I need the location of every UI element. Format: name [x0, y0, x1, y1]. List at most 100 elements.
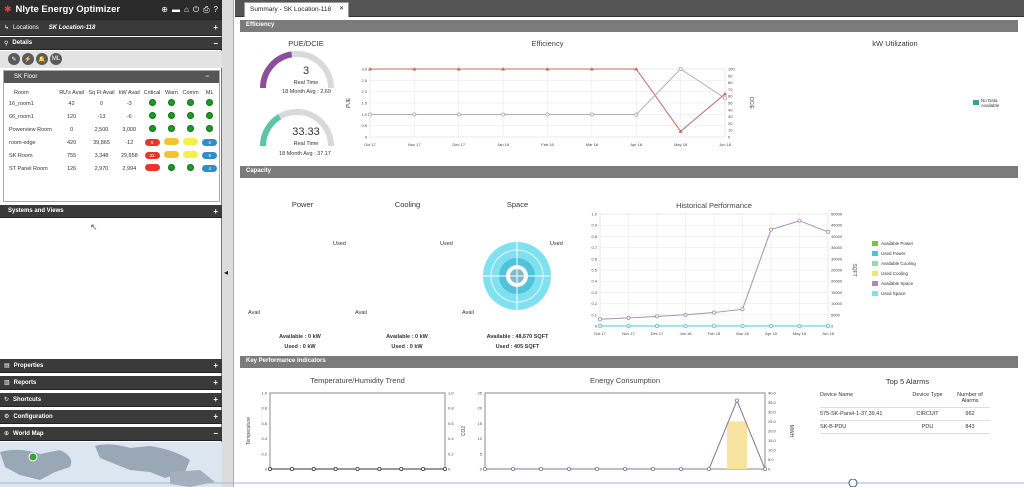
data-point[interactable] [589, 112, 594, 117]
world-map[interactable] [0, 442, 222, 487]
data-point[interactable] [678, 129, 683, 133]
data-point[interactable] [368, 67, 372, 71]
shortcuts-header[interactable]: ↻ Shortcuts + [0, 393, 222, 407]
data-point[interactable] [825, 323, 830, 328]
col-header[interactable]: Room [14, 90, 29, 96]
data-point[interactable] [740, 307, 745, 312]
data-point[interactable] [597, 317, 602, 322]
comm-status-icon[interactable] [187, 125, 195, 132]
systems-views-header[interactable]: Systems and Views + [0, 205, 222, 218]
data-point[interactable] [412, 67, 417, 71]
table-row[interactable]: Powerview Room 0 2,500 3,000 [4, 123, 219, 136]
data-point[interactable] [683, 312, 688, 317]
data-point[interactable] [482, 467, 487, 472]
expand-icon[interactable]: + [213, 23, 218, 32]
kpi-section-header[interactable]: Key Performance Indicators [240, 356, 1018, 368]
data-point[interactable] [762, 467, 767, 472]
data-point[interactable] [768, 323, 773, 328]
legend-item[interactable]: Used Space [872, 288, 916, 298]
expand-icon[interactable]: + [213, 395, 218, 404]
warn-status-icon[interactable] [167, 164, 175, 171]
properties-header[interactable]: ▤ Properties + [0, 359, 222, 373]
panel-splitter[interactable]: ◂ [222, 0, 234, 487]
data-point[interactable] [678, 467, 683, 472]
data-point[interactable] [797, 218, 802, 223]
floor-header[interactable]: SK Floor − [4, 71, 219, 83]
data-point[interactable] [655, 314, 660, 319]
critical-badge[interactable]: 8 [144, 139, 160, 146]
data-point[interactable] [825, 229, 830, 234]
data-point[interactable] [545, 67, 550, 71]
critical-badge[interactable] [144, 164, 160, 171]
warn-badge[interactable] [163, 138, 179, 145]
data-point[interactable] [412, 112, 417, 117]
data-point[interactable] [626, 315, 631, 320]
col-header[interactable]: Warn [164, 90, 178, 96]
energy-bar[interactable] [727, 421, 747, 470]
map-marker[interactable] [28, 452, 38, 462]
table-row[interactable]: SK Room 755 3,348 29,958 32 5 [4, 149, 219, 162]
data-point[interactable] [723, 91, 727, 96]
expand-icon[interactable]: + [213, 361, 218, 370]
ml-status-icon[interactable] [206, 99, 214, 106]
data-point[interactable] [289, 467, 294, 472]
data-point[interactable] [545, 112, 550, 117]
print-icon[interactable]: ⎙ [203, 4, 210, 14]
data-point[interactable] [683, 323, 688, 328]
ml-badge[interactable]: 6 [202, 139, 218, 146]
table-row[interactable]: 66_room1 120 -13 -6 [4, 110, 219, 123]
collapse-icon[interactable]: − [213, 429, 218, 438]
table-row[interactable]: ST Panel Room 126 2,970 2,994 4 [4, 162, 219, 175]
data-point[interactable] [501, 67, 506, 71]
ml-status-icon[interactable] [206, 112, 214, 119]
data-point[interactable] [456, 67, 461, 71]
details-panel-header[interactable]: ⚲ Details − [0, 37, 222, 50]
horizontal-scrollbar[interactable] [0, 479, 1024, 487]
legend-item[interactable]: Used Cooling [872, 268, 916, 278]
data-point[interactable] [768, 227, 773, 232]
warn-badge[interactable] [163, 151, 179, 158]
alarm-row[interactable]: 575-SK-Panel-1-37,39,41 CIRCUIT 962 [820, 408, 990, 421]
data-point[interactable] [539, 467, 544, 472]
comm-badge[interactable] [183, 138, 199, 145]
data-point[interactable] [589, 67, 594, 71]
warn-status-icon[interactable] [167, 112, 175, 119]
capacity-section-header[interactable]: Capacity [240, 166, 1018, 178]
power-bolt-icon[interactable]: ⚡ [22, 53, 34, 65]
legend-item[interactable]: Available Cooling [872, 258, 916, 268]
ml-badge[interactable]: 5 [202, 152, 218, 159]
bell-icon[interactable]: 🔔 [36, 53, 48, 65]
chat-icon[interactable]: ▬ [171, 4, 180, 14]
col-header[interactable]: ML [205, 90, 214, 96]
location-bar[interactable]: ↳ Locations SK Location-118 + [0, 20, 222, 36]
data-point[interactable] [622, 467, 627, 472]
data-point[interactable] [597, 323, 602, 328]
globe-icon[interactable]: ⊕ [161, 4, 168, 14]
critical-status-icon[interactable] [148, 125, 156, 132]
legend-item[interactable]: Used Power [872, 248, 916, 258]
data-point[interactable] [706, 467, 711, 472]
critical-status-icon[interactable] [148, 99, 156, 106]
warn-status-icon[interactable] [167, 99, 175, 106]
home-icon[interactable]: ⌂ [183, 4, 189, 14]
data-point[interactable] [634, 67, 639, 71]
world-map-header[interactable]: ⊕ World Map − [0, 427, 222, 441]
comm-badge[interactable] [183, 151, 199, 158]
table-row[interactable]: room-edge 420 39,865 -12 8 6 [4, 136, 219, 149]
col-header[interactable]: kW Avail [118, 90, 140, 96]
data-point[interactable] [399, 467, 404, 472]
legend-item[interactable]: Available Power [872, 238, 916, 248]
critical-badge[interactable]: 32 [144, 152, 160, 159]
configuration-header[interactable]: ⚙ Configuration + [0, 410, 222, 424]
data-point[interactable] [442, 467, 447, 472]
data-point[interactable] [456, 112, 461, 117]
data-point[interactable] [567, 467, 572, 472]
critical-status-icon[interactable] [148, 112, 156, 119]
data-point[interactable] [711, 310, 716, 315]
data-point[interactable] [501, 112, 506, 117]
expand-icon[interactable]: + [213, 378, 218, 387]
col-header[interactable]: Comm [182, 90, 199, 96]
col-header[interactable]: Sq Ft Avail [88, 90, 115, 96]
warn-status-icon[interactable] [167, 125, 175, 132]
data-point[interactable] [655, 323, 660, 328]
